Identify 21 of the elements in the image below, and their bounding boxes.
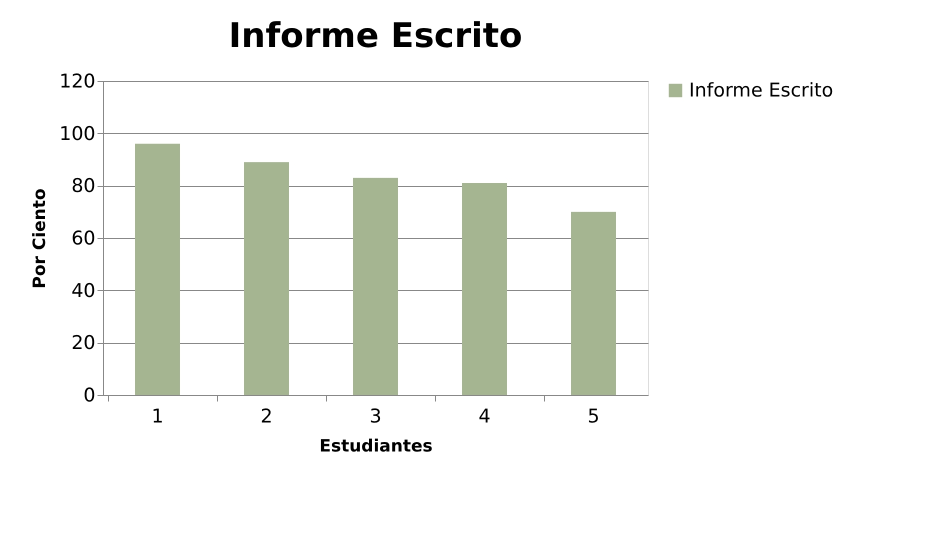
y-axis-title: Por Ciento (30, 188, 50, 289)
y-tick-label: 40 (71, 280, 96, 302)
bar (244, 162, 289, 395)
bar (571, 212, 616, 395)
x-tick-label: 2 (260, 406, 273, 428)
x-tick-label: 3 (369, 406, 382, 428)
y-tick-label: 100 (59, 122, 96, 145)
y-tick-label: 20 (71, 332, 96, 354)
x-tick-label: 4 (478, 406, 491, 428)
bar (353, 178, 398, 395)
y-tick-label: 120 (59, 70, 96, 92)
chart-title: Informe Escrito (228, 16, 522, 56)
x-tick-label: 5 (587, 406, 600, 428)
bar (135, 144, 180, 395)
x-tick-label: 1 (151, 406, 164, 428)
y-tick-label: 60 (71, 228, 96, 250)
y-tick-label: 80 (71, 175, 96, 198)
x-axis-title: Estudiantes (319, 436, 433, 456)
y-tick-label: 0 (83, 384, 96, 406)
bar (462, 183, 507, 395)
legend-label: Informe Escrito (689, 80, 834, 102)
